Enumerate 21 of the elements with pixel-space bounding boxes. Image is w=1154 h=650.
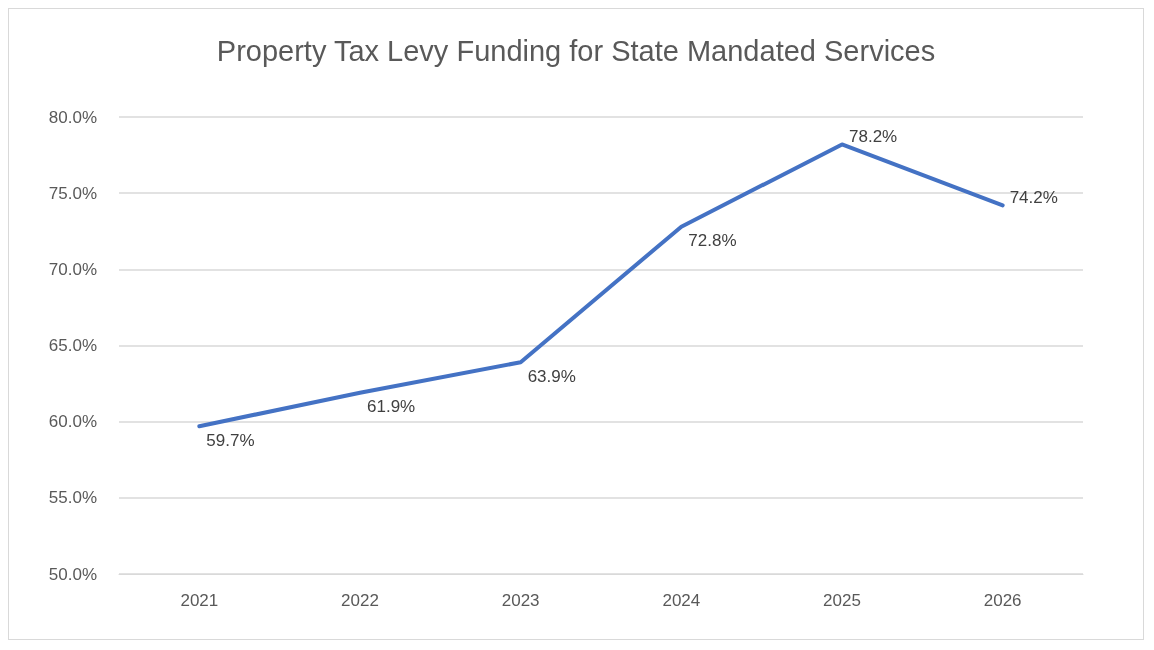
y-tick-label: 70.0% [48,259,97,279]
data-label: 59.7% [206,430,255,450]
line-series [197,142,1005,429]
x-tick-label: 2025 [823,591,861,610]
x-tick-label: 2021 [180,591,219,610]
x-tick-label: 2023 [501,591,540,610]
data-label: 72.8% [688,231,737,251]
y-tick-label: 60.0% [48,412,97,432]
y-tick-label: 65.0% [48,336,97,355]
y-tick-label: 75.0% [48,183,97,203]
x-tick-label: 2022 [341,591,379,610]
x-tick-label: 2024 [662,591,701,610]
x-tick-label: 2026 [983,591,1022,610]
data-label: 74.2% [1009,187,1058,207]
data-label: 61.9% [367,397,416,417]
y-tick-label: 50.0% [48,564,97,584]
chart-title: Property Tax Levy Funding for State Mandated Services [216,34,936,67]
data-label: 63.9% [527,366,576,386]
y-tick-label: 80.0% [48,107,97,127]
data-label: 78.2% [849,126,898,146]
y-tick-label: 55.0% [48,488,97,508]
